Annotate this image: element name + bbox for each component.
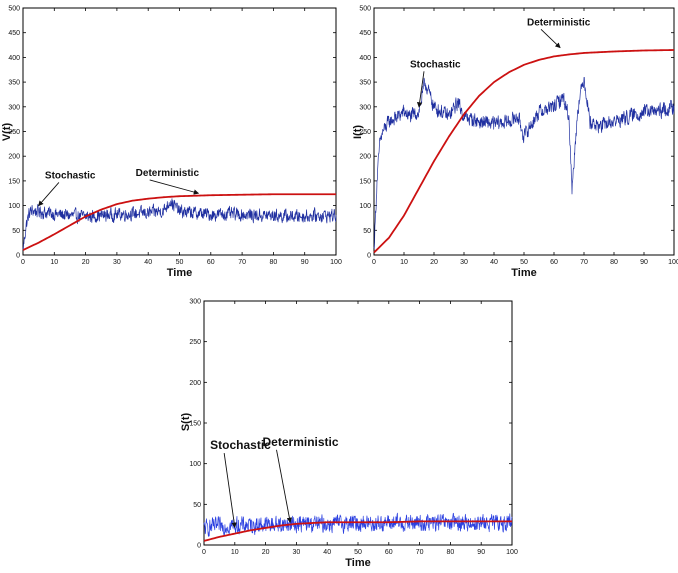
annotation-arrow	[223, 452, 237, 528]
annotation-arrow	[416, 71, 425, 108]
y-tick-label: 350	[359, 80, 371, 87]
x-tick-label: 20	[82, 259, 90, 266]
x-tick-label: 100	[506, 549, 518, 556]
y-tick-label: 450	[8, 30, 20, 37]
y-tick-label: 100	[8, 203, 20, 210]
y-tick-label: 200	[189, 380, 201, 387]
x-tick-label: 10	[231, 549, 239, 556]
series-line-stochastic	[22, 198, 337, 251]
y-tick-label: 250	[189, 339, 201, 346]
x-axis-label: Time	[345, 557, 370, 569]
x-tick-label: 40	[323, 549, 331, 556]
series-line-stochastic	[373, 76, 675, 249]
series-line-stochastic	[203, 512, 513, 537]
x-tick-label: 10	[400, 259, 408, 266]
y-tick-label: 350	[8, 80, 20, 87]
x-tick-label: 100	[330, 259, 342, 266]
y-tick-label: 0	[197, 543, 201, 550]
x-tick-label: 80	[270, 259, 278, 266]
y-tick-label: 50	[363, 228, 371, 235]
y-tick-label: 200	[8, 154, 20, 161]
y-tick-label: 300	[189, 299, 201, 306]
x-tick-label: 80	[447, 549, 455, 556]
x-tick-label: 70	[416, 549, 424, 556]
y-tick-label: 300	[8, 104, 20, 111]
x-tick-label: 40	[144, 259, 152, 266]
x-tick-label: 0	[372, 259, 376, 266]
series-line-deterministic	[22, 193, 336, 251]
annotation-arrow	[540, 28, 561, 49]
x-tick-label: 10	[50, 259, 58, 266]
x-tick-label: 60	[207, 259, 215, 266]
annotation-arrow	[38, 182, 60, 207]
x-tick-label: 90	[640, 259, 648, 266]
axes-frame	[373, 7, 675, 256]
annotation-label: Stochastic	[210, 438, 271, 452]
chart-panel-s: 0 10 20 30 40 50 60 70 80 90 100 0 50 100 150 200 250 300…	[180, 299, 518, 570]
series-line-deterministic	[373, 49, 675, 254]
annotation-label: Deterministic	[527, 17, 591, 28]
x-tick-label: 50	[176, 259, 184, 266]
y-tick-label: 150	[189, 421, 201, 428]
series-line-deterministic	[203, 520, 512, 542]
y-axis-label: S(t)	[180, 413, 192, 432]
x-tick-label: 0	[202, 549, 206, 556]
x-tick-label: 80	[610, 259, 618, 266]
annotation-label: Deterministic	[263, 435, 339, 449]
x-tick-label: 20	[430, 259, 438, 266]
y-tick-label: 250	[8, 129, 20, 136]
y-tick-label: 50	[12, 228, 20, 235]
y-tick-label: 50	[193, 502, 201, 509]
x-axis-label: Time	[167, 267, 192, 279]
annotation-arrow	[276, 449, 293, 524]
x-tick-label: 50	[520, 259, 528, 266]
y-tick-label: 500	[359, 6, 371, 13]
chart-panel-i: 0 10 20 30 40 50 60 70 80 90 100 0 50 100 150 200 250 300…	[352, 6, 678, 280]
x-tick-label: 40	[490, 259, 498, 266]
x-tick-label: 60	[385, 549, 393, 556]
x-axis-label: Time	[511, 267, 536, 279]
x-tick-label: 70	[238, 259, 246, 266]
y-axis-label: V(t)	[1, 123, 13, 142]
y-tick-label: 200	[359, 154, 371, 161]
x-tick-label: 30	[113, 259, 121, 266]
y-tick-label: 300	[359, 104, 371, 111]
x-tick-label: 30	[293, 549, 301, 556]
annotation-label: Deterministic	[136, 168, 200, 179]
annotation-label: Stochastic	[410, 59, 461, 70]
x-tick-label: 0	[21, 259, 25, 266]
y-tick-label: 400	[8, 55, 20, 62]
y-tick-label: 450	[359, 30, 371, 37]
y-tick-label: 100	[359, 203, 371, 210]
y-tick-label: 150	[8, 178, 20, 185]
y-tick-label: 0	[16, 253, 20, 260]
axes-frame	[203, 300, 513, 546]
y-tick-label: 400	[359, 55, 371, 62]
annotation-arrow	[149, 179, 200, 195]
annotation-label: Stochastic	[45, 170, 96, 181]
x-tick-label: 30	[460, 259, 468, 266]
x-tick-label: 70	[580, 259, 588, 266]
y-tick-label: 150	[359, 178, 371, 185]
x-tick-label: 100	[668, 259, 678, 266]
x-tick-label: 90	[301, 259, 309, 266]
x-tick-label: 90	[477, 549, 485, 556]
x-tick-label: 50	[354, 549, 362, 556]
y-tick-label: 0	[367, 253, 371, 260]
y-tick-label: 100	[189, 461, 201, 468]
y-tick-label: 500	[8, 6, 20, 13]
y-axis-label: I(t)	[352, 125, 364, 139]
x-tick-label: 20	[262, 549, 270, 556]
x-tick-label: 60	[550, 259, 558, 266]
chart-panel-v: 0 10 20 30 40 50 60 70 80 90 100 0 50 100 150 200 250 300…	[1, 6, 342, 280]
y-tick-label: 250	[359, 129, 371, 136]
